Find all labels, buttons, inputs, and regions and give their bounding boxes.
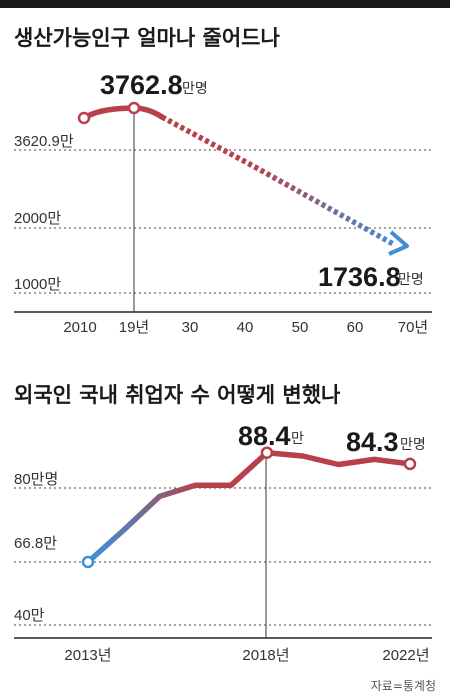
chart1-annotation-peak-unit: 만명	[182, 81, 208, 97]
chart2-x-label: 2022년	[382, 647, 429, 664]
chart2-annotation-peak: 88.4 만	[238, 421, 304, 451]
chart1-series-dotted	[160, 114, 397, 248]
chart1-annotation-end: 1736.8 만명	[318, 262, 424, 292]
chart2-series-line	[85, 449, 413, 565]
source-credit: 자료=통계청	[371, 679, 436, 693]
chart1-y-label: 2000만	[14, 210, 61, 227]
chart2-x-label: 2018년	[242, 647, 289, 664]
chart1-annotation-end-unit: 만명	[398, 272, 424, 288]
top-rule	[0, 0, 450, 8]
chart1-end-arrowhead	[388, 230, 409, 256]
chart1-y-labels: 3620.9만 2000만 1000만	[14, 133, 74, 293]
chart2-y-label: 66.8만	[14, 535, 57, 552]
chart1-x-label: 60	[347, 319, 364, 336]
chart1-series-solid	[81, 105, 165, 121]
chart2-title: 외국인 국내 취업자 수 어떻게 변했나	[14, 383, 341, 407]
chart2-annotation-peak-value: 88.4	[238, 421, 291, 451]
chart2-point-peak	[260, 446, 274, 459]
chart2-annotation-peak-unit: 만	[291, 431, 304, 447]
chart1-annotation-peak: 3762.8 만명	[100, 70, 208, 100]
chart2-y-labels: 80만명 66.8만 40만	[14, 471, 58, 624]
chart2-annotation-end-unit: 만명	[400, 437, 426, 453]
chart2-grid	[14, 487, 432, 639]
chart2-x-labels: 2013년 2018년 2022년	[64, 647, 429, 664]
chart1-y-label: 1000만	[14, 276, 61, 293]
chart1-point-peak	[127, 101, 141, 115]
chart2-point-end	[403, 457, 417, 471]
chart2-y-label: 40만	[14, 607, 45, 624]
chart1-x-label: 70년	[398, 319, 429, 336]
chart1-x-label: 50	[292, 319, 309, 336]
chart1-grid	[14, 149, 432, 313]
chart1-point-start	[77, 111, 91, 125]
chart1-title: 생산가능인구 얼마나 줄어드나	[14, 26, 280, 50]
chart1-x-label: 40	[237, 319, 254, 336]
chart2-point-start	[81, 555, 95, 569]
chart2-y-label: 80만명	[14, 471, 58, 488]
chart2-annotation-end: 84.3 만명	[346, 427, 426, 457]
chart1-annotation-end-value: 1736.8	[318, 262, 401, 292]
chart1-x-label: 2010	[63, 319, 96, 336]
chart1-y-label: 3620.9만	[14, 133, 74, 150]
chart1-x-label: 30	[182, 319, 199, 336]
chart1-x-labels: 2010 19년 30 40 50 60 70년	[63, 319, 428, 336]
chart2-x-label: 2013년	[64, 647, 111, 664]
chart1-annotation-peak-value: 3762.8	[100, 70, 183, 100]
chart1-x-label: 19년	[119, 319, 150, 336]
chart2-annotation-end-value: 84.3	[346, 427, 399, 457]
